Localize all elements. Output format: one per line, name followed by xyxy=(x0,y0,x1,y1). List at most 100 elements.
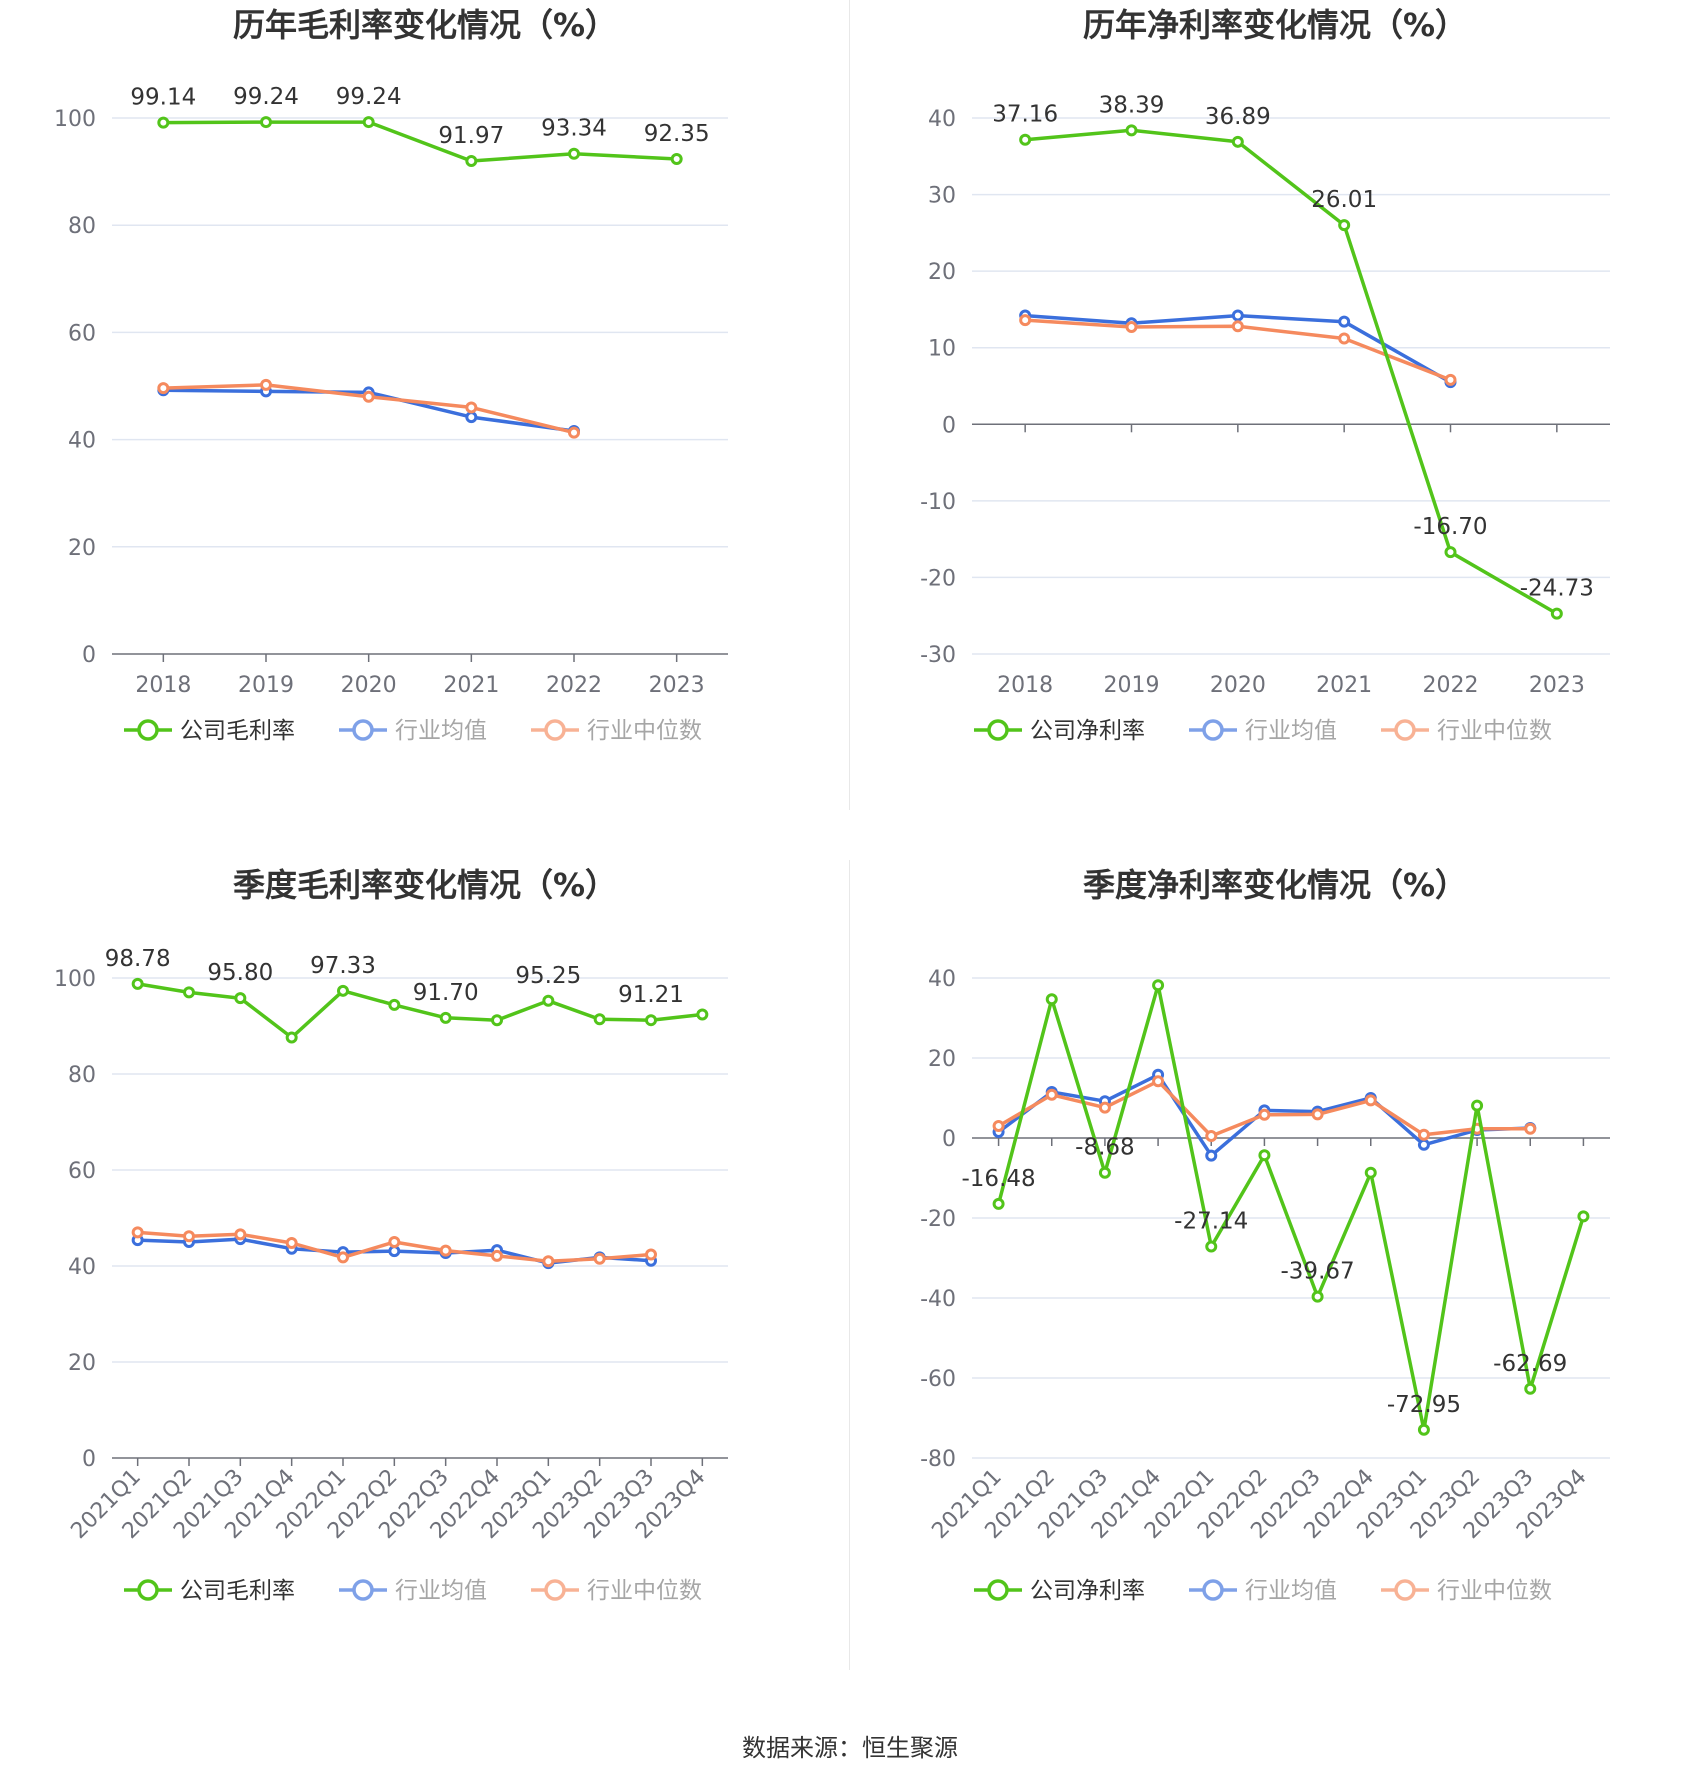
data-label: 91.97 xyxy=(438,123,504,149)
y-tick-label: 20 xyxy=(68,536,96,561)
data-point-company xyxy=(1098,1166,1111,1179)
y-tick-label: 40 xyxy=(928,967,956,992)
data-point-avg xyxy=(1338,315,1351,328)
data-label: 93.34 xyxy=(541,116,607,142)
data-label: -8.68 xyxy=(1075,1135,1135,1161)
y-tick-label: 0 xyxy=(942,413,956,438)
x-tick-label: 2023 xyxy=(1529,673,1585,698)
chart-panel-annual-gross: 历年毛利率变化情况（%） 0 20 40 60 80 100 2018 2019 2020 2021… xyxy=(0,0,850,860)
data-label: 98.78 xyxy=(105,946,171,972)
chart-quarterly-gross: 季度毛利率变化情况（%）0204060801002021Q12021Q22021… xyxy=(54,866,728,1604)
chart-panel-quarterly-gross: 季度毛利率变化情况（%） 0 20 40 60 80 100 2021Q1 2021Q2 2021… xyxy=(0,860,850,1720)
legend-item-company[interactable]: 公司毛利率 xyxy=(124,1578,295,1604)
data-point-company xyxy=(1444,546,1457,559)
data-point-median xyxy=(1364,1094,1377,1107)
chart-title: 历年净利率变化情况（%） xyxy=(1083,6,1467,44)
series-line-company xyxy=(137,982,703,1040)
data-point-company xyxy=(337,984,349,997)
y-tick-label: 60 xyxy=(68,321,96,346)
data-point-company xyxy=(568,147,580,160)
legend-item-median[interactable]: 行业中位数 xyxy=(531,1578,702,1604)
legend-item-median[interactable]: 行业中位数 xyxy=(1381,1578,1552,1604)
y-tick-label: 30 xyxy=(928,184,956,209)
data-label: -39.67 xyxy=(1281,1259,1355,1285)
data-point-company xyxy=(696,1008,709,1021)
data-point-company xyxy=(1338,219,1351,232)
data-point-company xyxy=(1550,607,1563,620)
y-tick-label: -80 xyxy=(920,1447,956,1472)
data-point-company xyxy=(131,977,144,990)
x-tick-label: 2021 xyxy=(1316,673,1372,698)
data-label: -27.14 xyxy=(1174,1209,1248,1235)
y-tick-label: 0 xyxy=(82,1447,96,1472)
x-tick-label: 2023 xyxy=(649,673,705,698)
legend-marker xyxy=(137,719,159,741)
legend-item-company[interactable]: 公司毛利率 xyxy=(124,718,295,744)
legend-marker xyxy=(1394,719,1416,741)
y-tick-label: -40 xyxy=(920,1287,956,1312)
x-tick-label: 2021 xyxy=(443,673,499,698)
y-tick-label: 20 xyxy=(928,1047,956,1072)
data-point-company xyxy=(491,1014,503,1027)
data-point-company xyxy=(1205,1240,1218,1253)
data-label: 26.01 xyxy=(1311,187,1377,213)
data-point-company xyxy=(157,116,170,129)
x-tick-label: 2020 xyxy=(341,673,397,698)
data-point-median xyxy=(542,1255,555,1268)
data-point-company xyxy=(183,986,195,999)
legend-item-avg[interactable]: 行业均值 xyxy=(339,718,487,744)
legend-item-median[interactable]: 行业中位数 xyxy=(1381,718,1552,744)
legend-item-avg[interactable]: 行业均值 xyxy=(1189,718,1337,744)
data-point-company xyxy=(260,116,272,129)
data-point-median xyxy=(568,426,580,439)
data-label: 38.39 xyxy=(1099,92,1165,118)
legend-marker xyxy=(1394,1579,1416,1601)
legend-item-company[interactable]: 公司净利率 xyxy=(974,718,1145,744)
data-point-company xyxy=(645,1014,657,1027)
data-point-median xyxy=(992,1120,1005,1132)
data-point-median xyxy=(491,1249,503,1262)
chart-annual-net: 历年净利率变化情况（%） -30 -20 -10 0 10 20 30 40 2018 2019 20… xyxy=(920,6,1610,744)
data-label: 37.16 xyxy=(992,102,1058,128)
data-point-avg xyxy=(1205,1149,1218,1162)
legend-marker xyxy=(1202,1579,1224,1601)
data-point-median xyxy=(1338,332,1351,345)
data-point-company xyxy=(1152,979,1165,992)
y-tick-label: 20 xyxy=(68,1351,96,1376)
data-label: 95.80 xyxy=(207,960,273,986)
data-point-median xyxy=(645,1248,657,1261)
data-point-median xyxy=(1152,1075,1165,1088)
legend-label: 行业中位数 xyxy=(1437,1578,1552,1604)
data-point-company xyxy=(1524,1382,1537,1395)
data-point-median xyxy=(183,1230,195,1243)
legend-label: 行业中位数 xyxy=(587,1578,702,1604)
data-point-median xyxy=(285,1236,298,1249)
y-tick-label: 80 xyxy=(68,214,96,239)
chart-title: 季度净利率变化情况（%） xyxy=(1083,866,1467,904)
legend-item-avg[interactable]: 行业均值 xyxy=(339,1578,487,1604)
data-point-company xyxy=(670,153,683,166)
data-label: 99.14 xyxy=(130,85,196,111)
y-tick-label: 0 xyxy=(82,643,96,668)
y-tick-label: 40 xyxy=(928,107,956,132)
legend-label: 行业中位数 xyxy=(1437,718,1552,744)
y-tick-label: -20 xyxy=(920,1207,956,1232)
legend-marker xyxy=(987,1579,1009,1601)
legend-label: 行业均值 xyxy=(395,718,487,744)
data-point-company xyxy=(1125,124,1138,137)
legend-item-median[interactable]: 行业中位数 xyxy=(531,718,702,744)
legend-item-company[interactable]: 公司净利率 xyxy=(974,1578,1145,1604)
legend-marker xyxy=(544,1579,566,1601)
data-label: 36.89 xyxy=(1205,104,1271,130)
data-point-median xyxy=(1417,1128,1430,1141)
data-label: 99.24 xyxy=(336,84,402,110)
legend-label: 行业均值 xyxy=(1245,1578,1337,1604)
data-point-median xyxy=(1231,320,1244,333)
data-point-median xyxy=(1125,321,1138,334)
legend-item-avg[interactable]: 行业均值 xyxy=(1189,1578,1337,1604)
data-point-avg xyxy=(1417,1138,1430,1151)
data-point-median xyxy=(234,1228,247,1241)
data-point-median xyxy=(362,390,375,403)
y-tick-label: -20 xyxy=(920,566,956,591)
data-point-median xyxy=(1524,1122,1537,1135)
